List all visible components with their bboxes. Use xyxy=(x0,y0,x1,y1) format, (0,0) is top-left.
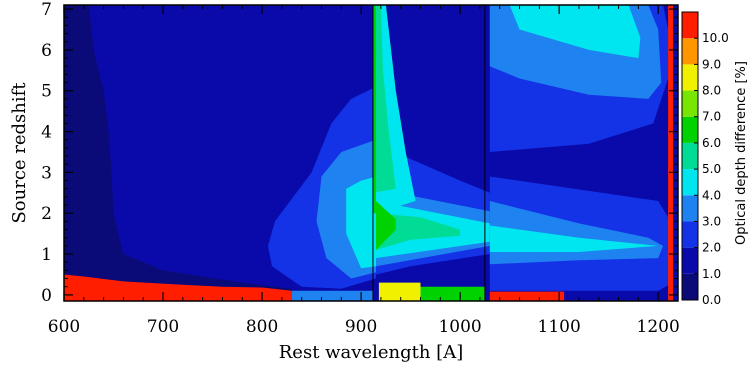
colorbar-swatch-4 xyxy=(682,169,698,196)
x-axis-title: Rest wavelength [A] xyxy=(279,342,463,363)
colorbar-tick-label: 1.0 xyxy=(702,267,721,281)
contour-region-18 xyxy=(373,5,376,214)
colorbar-tick-label: 4.0 xyxy=(702,188,721,202)
plot-frame xyxy=(63,4,679,302)
colorbar-swatch-8 xyxy=(682,64,698,91)
y-tick-label: 4 xyxy=(41,123,52,143)
contour-region-23 xyxy=(420,286,485,301)
colorbar-tick-label: 8.0 xyxy=(702,84,721,98)
x-tick-label: 1200 xyxy=(637,317,680,337)
colorbar-swatch-2 xyxy=(682,221,698,248)
y-tick-label: 1 xyxy=(41,245,52,265)
contour-region-17 xyxy=(376,201,396,250)
y-tick-label: 5 xyxy=(41,82,52,102)
colorbar-tick-label: 5.0 xyxy=(702,162,721,176)
x-tick-label: 1100 xyxy=(538,317,581,337)
contour-region-12 xyxy=(489,225,659,252)
colorbar-swatch-10 xyxy=(682,12,698,39)
y-tick-label: 0 xyxy=(41,286,52,306)
contour-region-22 xyxy=(378,282,421,301)
colorbar-swatch-3 xyxy=(682,195,698,222)
x-tick-label: 600 xyxy=(48,317,80,337)
y-axis-title: Source redshift xyxy=(9,82,30,224)
x-tick-label: 800 xyxy=(246,317,278,337)
colorbar-tick-label: 9.0 xyxy=(702,57,721,71)
x-tick-label: 1000 xyxy=(438,317,481,337)
colorbar-swatch-0 xyxy=(682,273,698,300)
y-tick-label: 7 xyxy=(41,0,52,20)
y-tick-label: 6 xyxy=(41,41,52,61)
colorbar-swatch-5 xyxy=(682,142,698,170)
colorbar: 0.0 1.0 2.0 3.0 4.0 5.0 6.0 7.0 8.0 9.0 10.0 xyxy=(681,11,729,307)
colorbar-tick-label: 2.0 xyxy=(702,241,721,255)
contour-region-20 xyxy=(489,291,565,301)
contour-region-15 xyxy=(373,5,396,193)
y-tick-label: 2 xyxy=(41,204,52,224)
plot-area xyxy=(64,5,678,301)
colorbar-swatch-6 xyxy=(682,116,698,143)
contour-region-19 xyxy=(64,274,292,301)
colorbar-tick-label: 10.0 xyxy=(702,31,729,45)
contour-region-21 xyxy=(291,290,373,301)
contour-region-16 xyxy=(376,213,461,250)
colorbar-swatch-9 xyxy=(682,38,698,65)
colorbar-swatch-1 xyxy=(682,247,698,274)
colorbar-frame xyxy=(681,11,699,301)
contour-region-24 xyxy=(668,5,673,301)
x-tick-label: 700 xyxy=(147,317,179,337)
colorbar-swatch-7 xyxy=(682,90,698,117)
colorbar-tick-label: 0.0 xyxy=(702,293,721,307)
contour-region-13 xyxy=(509,5,641,59)
colorbar-tick-label: 6.0 xyxy=(702,136,721,150)
colorbar-title: Optical depth difference [%] xyxy=(734,61,749,245)
contour-region-10 xyxy=(346,176,376,269)
x-tick-label: 900 xyxy=(345,317,377,337)
colorbar-tick-label: 7.0 xyxy=(702,110,721,124)
colorbar-tick-label: 3.0 xyxy=(702,214,721,228)
y-tick-label: 3 xyxy=(41,163,52,183)
